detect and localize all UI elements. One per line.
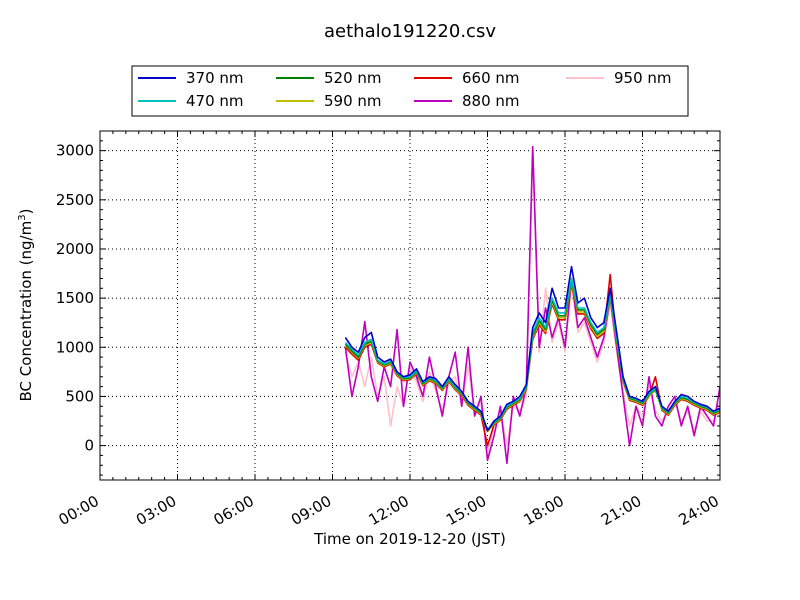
y-axis-label-main: BC Concentration (ng/m (17, 221, 35, 402)
y-axis-label: BC Concentration (ng/m3) (17, 209, 35, 402)
y-tick-label-4: 2000 (56, 240, 94, 258)
plot-area (344, 145, 720, 465)
y-axis-label-close: ) (17, 209, 35, 215)
legend-label-470-nm: 470 nm (186, 92, 244, 110)
legend-label-590-nm: 590 nm (324, 92, 382, 110)
legend-label-520-nm: 520 nm (324, 69, 382, 87)
chart-legend: 370 nm 470 nm 520 nm 590 nm 660 nm 880 nm 950 … (131, 65, 689, 117)
legend-label-880-nm: 880 nm (462, 92, 520, 110)
series-lines (344, 145, 720, 465)
chart-title: aethalo191220.csv (324, 21, 496, 42)
y-tick-label-2: 1000 (56, 338, 94, 356)
legend-label-660-nm: 660 nm (462, 69, 520, 87)
legend-label-370-nm: 370 nm (186, 69, 244, 87)
legend-label-950-nm: 950 nm (614, 69, 672, 87)
y-tick-label-1: 500 (65, 387, 94, 405)
y-tick-label-0: 0 (84, 437, 94, 455)
y-tick-label-5: 2500 (56, 191, 94, 209)
series-line-370-nm (344, 265, 720, 432)
x-axis-label: Time on 2019-12-20 (JST) (313, 530, 506, 548)
legend-frame (131, 65, 689, 117)
y-axis-label-superscript: 3 (17, 214, 28, 220)
y-tick-label-3: 1500 (56, 289, 94, 307)
y-tick-label-6: 3000 (56, 142, 94, 160)
